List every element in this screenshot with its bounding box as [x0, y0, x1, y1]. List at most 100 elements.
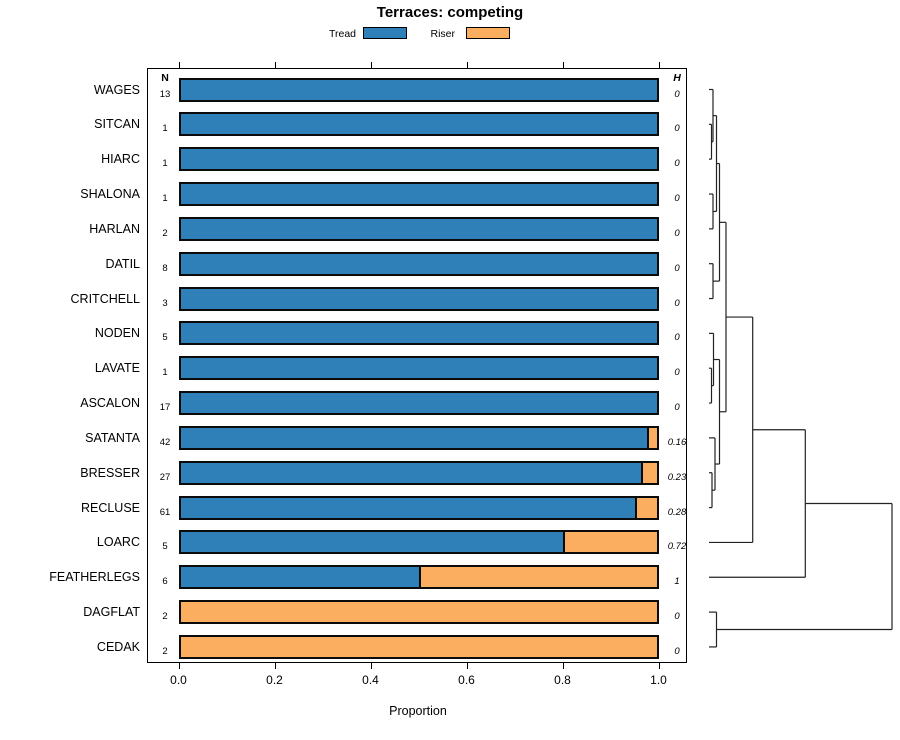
- x-tick-bottom: [562, 663, 564, 669]
- x-tick-bottom: [370, 663, 372, 669]
- h-value: 0: [674, 193, 680, 205]
- row-label: CEDAK: [96, 639, 140, 654]
- bar-tread-segment: [178, 356, 659, 381]
- x-tick-label: 0.0: [170, 673, 187, 687]
- bar-tread-segment: [178, 391, 659, 416]
- h-value: 0: [674, 123, 680, 135]
- n-value: 1: [162, 158, 168, 170]
- bar-tread-segment: [178, 530, 563, 555]
- bar-tread-segment: [178, 286, 659, 311]
- h-value: 0.23: [667, 471, 687, 483]
- x-tick-top: [658, 62, 660, 68]
- h-value: 0: [674, 645, 680, 657]
- row-label: SHALONA: [80, 187, 140, 202]
- x-tick-bottom: [466, 663, 468, 669]
- n-value: 27: [159, 471, 171, 483]
- row-label: RECLUSE: [80, 500, 140, 515]
- n-value: 2: [162, 227, 168, 239]
- bar-tread-segment: [178, 147, 659, 172]
- x-tick-label: 0.4: [362, 673, 379, 687]
- h-value: 0: [674, 297, 680, 309]
- n-column-header: N: [161, 72, 169, 84]
- bar-riser-segment: [634, 495, 659, 520]
- bar-tread-segment: [178, 77, 659, 102]
- row-label: CRITCHELL: [70, 291, 140, 306]
- x-tick-top: [274, 62, 276, 68]
- bar-riser-segment: [640, 460, 659, 485]
- n-value: 1: [162, 123, 168, 135]
- n-value: 13: [159, 88, 171, 100]
- h-value: 0: [674, 402, 680, 414]
- bar-riser-segment: [418, 565, 659, 590]
- row-label: LAVATE: [94, 361, 140, 376]
- n-value: 2: [162, 611, 168, 623]
- bar-riser-segment: [178, 634, 659, 659]
- n-value: 5: [162, 541, 168, 553]
- n-value: 1: [162, 367, 168, 379]
- x-tick-bottom: [274, 663, 276, 669]
- h-value: 0: [674, 262, 680, 274]
- row-label: HARLAN: [89, 221, 140, 236]
- x-tick-label: 0.2: [266, 673, 283, 687]
- h-value: 0: [674, 158, 680, 170]
- row-label: WAGES: [93, 82, 140, 97]
- legend-swatch-tread: [363, 27, 407, 39]
- bar-tread-segment: [178, 565, 419, 590]
- bar-tread-segment: [178, 425, 647, 450]
- bar-tread-segment: [178, 251, 659, 276]
- bar-riser-segment: [646, 425, 659, 450]
- n-value: 8: [162, 262, 168, 274]
- row-label: FEATHERLEGS: [49, 570, 140, 585]
- bar-riser-segment: [562, 530, 659, 555]
- n-value: 6: [162, 576, 168, 588]
- x-tick-label: 0.8: [554, 673, 571, 687]
- x-axis-title: Proportion: [389, 704, 447, 718]
- bar-tread-segment: [178, 216, 659, 241]
- row-label: ASCALON: [80, 396, 140, 411]
- n-value: 2: [162, 645, 168, 657]
- row-label: DAGFLAT: [83, 605, 140, 620]
- row-label: SATANTA: [85, 430, 140, 445]
- legend-swatch-riser: [466, 27, 510, 39]
- x-tick-top: [466, 62, 468, 68]
- h-value: 0.16: [667, 436, 687, 448]
- plot-area: [147, 68, 687, 663]
- legend-label-riser: Riser: [430, 28, 455, 40]
- row-label: LOARC: [96, 535, 140, 550]
- x-tick-top: [370, 62, 372, 68]
- bar-tread-segment: [178, 112, 659, 137]
- h-value: 1: [674, 576, 680, 588]
- x-tick-top: [562, 62, 564, 68]
- n-value: 61: [159, 506, 171, 518]
- bar-tread-segment: [178, 495, 635, 520]
- row-label: DATIL: [105, 256, 141, 271]
- n-value: 5: [162, 332, 168, 344]
- x-tick-label: 1.0: [650, 673, 667, 687]
- h-value: 0.72: [667, 541, 687, 553]
- n-value: 42: [159, 436, 171, 448]
- row-label: NODEN: [94, 326, 140, 341]
- h-value: 0: [674, 332, 680, 344]
- bar-tread-segment: [178, 460, 641, 485]
- bar-tread-segment: [178, 321, 659, 346]
- row-label: BRESSER: [80, 465, 140, 480]
- n-value: 17: [159, 402, 171, 414]
- x-tick-top: [178, 62, 180, 68]
- row-label: HIARC: [101, 152, 140, 167]
- n-value: 1: [162, 193, 168, 205]
- n-value: 3: [162, 297, 168, 309]
- h-column-header: H: [673, 72, 681, 84]
- legend-label-tread: Tread: [328, 28, 356, 40]
- h-value: 0: [674, 227, 680, 239]
- x-tick-bottom: [658, 663, 660, 669]
- row-label: SITCAN: [94, 117, 140, 132]
- h-value: 0: [674, 367, 680, 379]
- h-value: 0.28: [667, 506, 687, 518]
- chart-title: Terraces: competing: [376, 4, 524, 21]
- x-tick-bottom: [178, 663, 180, 669]
- h-value: 0: [674, 611, 680, 623]
- bar-tread-segment: [178, 182, 659, 207]
- h-value: 0: [674, 88, 680, 100]
- x-tick-label: 0.6: [458, 673, 475, 687]
